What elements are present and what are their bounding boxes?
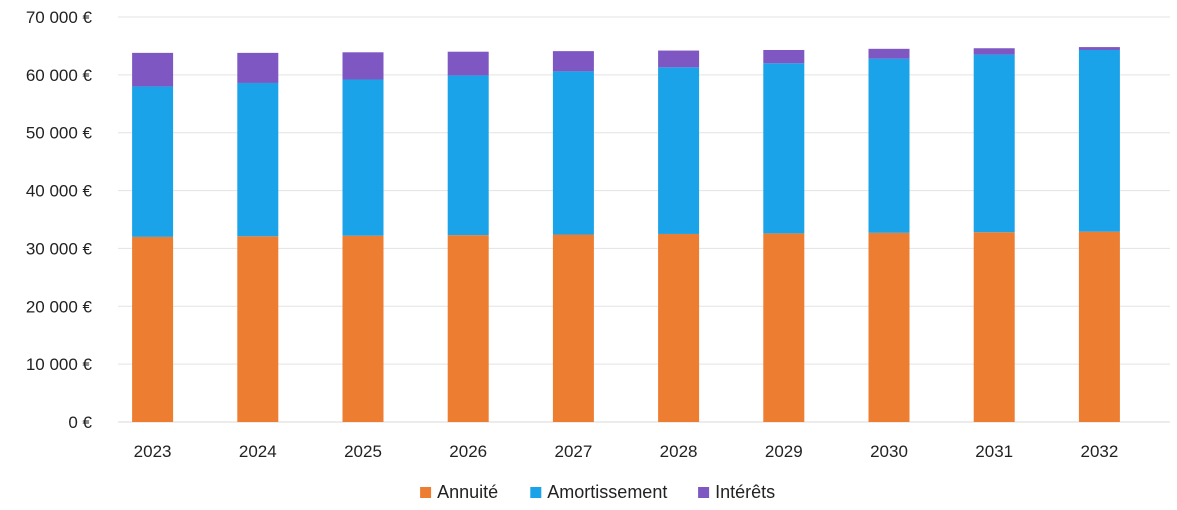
y-tick-label: 10 000 € (26, 355, 93, 374)
bar-segment-annuite-2030 (868, 232, 910, 422)
x-axis-tick-labels: 2023 2024 2025 2026 2027 2028 2029 2030 2031 2032 (134, 442, 1119, 461)
bar-segment-annuite-2025 (342, 235, 384, 422)
y-tick-label: 20 000 € (26, 297, 93, 316)
bar-segment-interets-2025 (342, 52, 384, 80)
bar-segment-amortissement-2031 (973, 54, 1015, 233)
bar-segment-annuite-2028 (658, 233, 700, 422)
bar-segment-amortissement-2029 (763, 63, 805, 234)
bar-segment-annuite-2031 (973, 232, 1015, 422)
bar-segment-interets-2024 (237, 52, 279, 83)
bars (132, 47, 1120, 422)
x-tick-label: 2030 (870, 442, 908, 461)
bar-segment-amortissement-2023 (132, 86, 174, 237)
bar-segment-amortissement-2025 (342, 79, 384, 236)
y-tick-label: 60 000 € (26, 66, 93, 85)
legend-label: Intérêts (715, 482, 775, 502)
y-tick-label: 40 000 € (26, 182, 93, 201)
legend-swatch (698, 487, 710, 498)
bar-segment-interets-2030 (868, 48, 910, 59)
x-tick-label: 2025 (344, 442, 382, 461)
bar-segment-interets-2028 (658, 50, 700, 68)
legend-label: Amortissement (547, 482, 667, 502)
bar-segment-amortissement-2030 (868, 58, 910, 233)
y-tick-label: 70 000 € (26, 8, 93, 27)
y-tick-label: 0 € (68, 413, 92, 432)
bar-segment-interets-2032 (1078, 47, 1120, 50)
bar-segment-annuite-2026 (447, 235, 489, 422)
y-tick-label: 50 000 € (26, 124, 93, 143)
y-axis-tick-labels: 0 € 10 000 € 20 000 € 30 000 € 40 000 € 50 00… (26, 8, 93, 432)
bar-segment-interets-2023 (132, 52, 174, 87)
x-tick-label: 2031 (975, 442, 1013, 461)
bar-segment-interets-2031 (973, 48, 1015, 55)
bar-segment-annuite-2023 (132, 236, 174, 422)
x-tick-label: 2032 (1080, 442, 1118, 461)
legend-swatch (530, 487, 542, 498)
bar-segment-amortissement-2026 (447, 75, 489, 236)
x-tick-label: 2028 (660, 442, 698, 461)
legend-label: Annuité (437, 482, 498, 502)
bar-segment-interets-2026 (447, 51, 489, 76)
bar-segment-interets-2027 (552, 51, 594, 72)
bar-segment-interets-2029 (763, 49, 805, 64)
x-tick-label: 2024 (239, 442, 277, 461)
legend-swatch (420, 487, 432, 498)
x-tick-label: 2027 (554, 442, 592, 461)
bar-segment-amortissement-2028 (658, 67, 700, 234)
x-tick-label: 2026 (449, 442, 487, 461)
bar-segment-annuite-2024 (237, 236, 279, 422)
y-tick-label: 30 000 € (26, 239, 93, 258)
legend: Annuité Amortissement Intérêts (420, 482, 775, 502)
bar-segment-amortissement-2027 (552, 71, 594, 235)
x-tick-label: 2023 (134, 442, 172, 461)
bar-segment-annuite-2032 (1078, 231, 1120, 422)
bar-segment-amortissement-2032 (1078, 49, 1120, 232)
bar-segment-annuite-2027 (552, 234, 594, 422)
bar-segment-annuite-2029 (763, 233, 805, 422)
gridlines (118, 16, 1170, 423)
bar-segment-amortissement-2024 (237, 82, 279, 237)
x-tick-label: 2029 (765, 442, 803, 461)
